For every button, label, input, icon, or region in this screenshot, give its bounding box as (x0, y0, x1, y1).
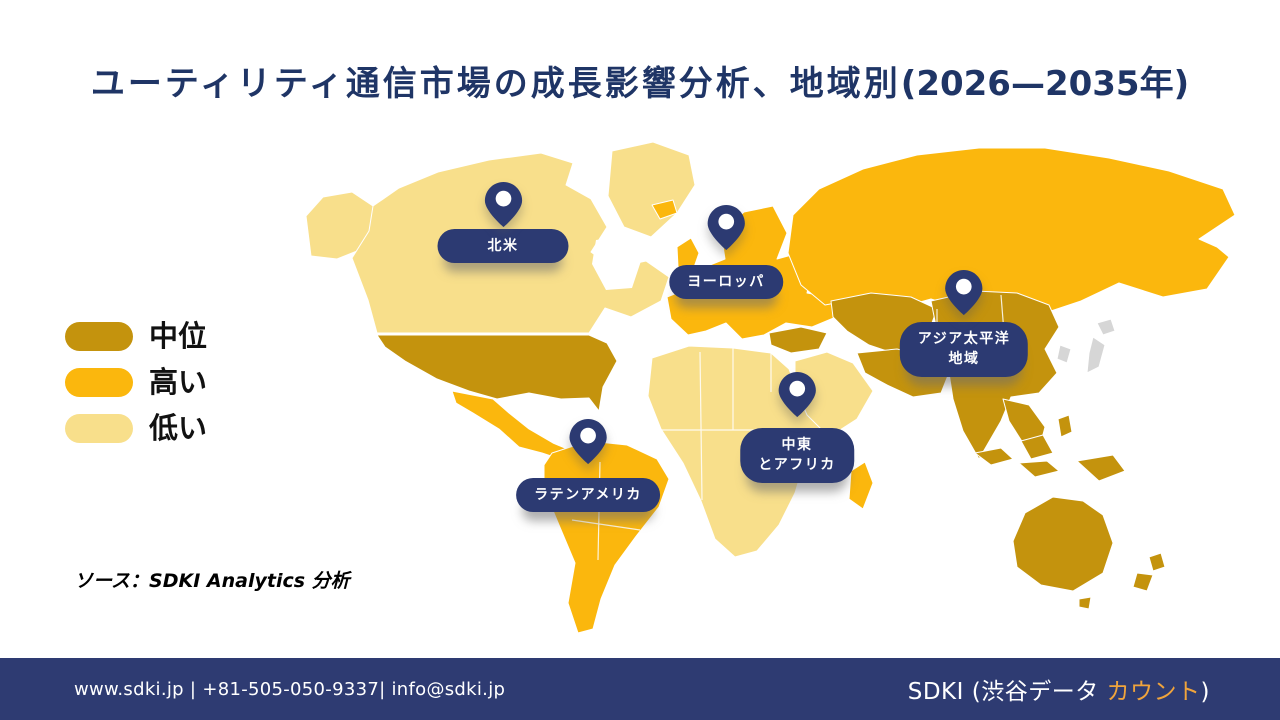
landmass-united-states (376, 334, 618, 412)
legend-swatch-high (65, 368, 133, 397)
landmass-indonesia-java (1018, 460, 1060, 478)
legend-item-high: 高い (65, 368, 207, 397)
region-label-line1: ラテンアメリカ (534, 487, 642, 503)
landmass-tasmania (1078, 596, 1092, 610)
map-pin-group-europe: ヨーロッパ (669, 204, 783, 300)
map-pin-group-north-america: 北米 (437, 181, 569, 264)
landmass-japan (1086, 336, 1106, 374)
map-pin-group-asia-pacific: アジア太平洋 地域 (899, 269, 1029, 377)
source-note: ソース：SDKI Analytics 分析 (74, 570, 350, 592)
region-label-line1: 中東 (781, 437, 813, 453)
legend: 中位 高い 低い (65, 322, 207, 460)
location-pin-icon (484, 181, 522, 228)
footer-brand-suffix: ) (1200, 679, 1210, 705)
footer-brand-highlight: カウント (1106, 679, 1201, 705)
page-title-year-range: (2026—2035年) (900, 64, 1190, 104)
location-pin-icon (945, 269, 983, 316)
country-borders-africa (660, 348, 792, 501)
region-label-line1: ヨーロッパ (687, 274, 765, 290)
landmass-new-zealand-south (1132, 572, 1154, 592)
map-pin-group-latin-america: ラテンアメリカ (516, 418, 660, 513)
legend-item-medium: 中位 (65, 322, 207, 351)
landmass-hokkaido (1096, 318, 1116, 336)
legend-label-low: 低い (149, 411, 208, 445)
hudson-bay (592, 236, 642, 290)
landmass-turkey (768, 326, 828, 354)
region-label-latin-america: ラテンアメリカ (516, 478, 660, 513)
landmass-philippines (1057, 414, 1073, 438)
region-label-middle-east-africa: 中東 とアフリカ (740, 428, 854, 483)
legend-item-low: 低い (65, 414, 207, 443)
landmass-indonesia-borneo (1020, 434, 1054, 460)
legend-swatch-medium (65, 322, 133, 351)
footer-contact-info: www.sdki.jp | +81-505-050-9337| info@sdk… (74, 678, 506, 700)
landmass-new-guinea (1076, 454, 1126, 482)
region-label-north-america: 北米 (437, 229, 569, 264)
footer-brand-prefix: SDKI (渋谷データ (907, 679, 1107, 705)
legend-label-high: 高い (149, 365, 208, 399)
landmass-korea (1056, 344, 1072, 364)
region-label-europe: ヨーロッパ (669, 265, 783, 300)
landmass-indonesia-sumatra (974, 447, 1014, 466)
page-title: ユーティリティ通信市場の成長影響分析、地域別(2026—2035年) (0, 56, 1280, 105)
landmass-madagascar (848, 461, 874, 510)
region-label-asia-pacific: アジア太平洋 地域 (899, 322, 1029, 377)
landmass-australia (1012, 496, 1114, 592)
footer-bar: www.sdki.jp | +81-505-050-9337| info@sdk… (0, 658, 1280, 720)
legend-swatch-low (65, 414, 133, 443)
map-pin-group-middle-east-africa: 中東 とアフリカ (740, 371, 854, 483)
region-label-line1: アジア太平洋 (917, 331, 1011, 347)
location-pin-icon (778, 371, 816, 418)
landmass-new-zealand-north (1148, 552, 1166, 572)
landmass-iceland (651, 199, 678, 220)
landmass-british-isles (676, 237, 700, 274)
region-label-line2: とアフリカ (758, 457, 836, 474)
region-label-line1: 北米 (487, 238, 519, 254)
region-label-line2: 地域 (948, 351, 980, 368)
footer-brand: SDKI (渋谷データ カウント) (908, 672, 1210, 706)
legend-label-medium: 中位 (149, 319, 208, 353)
page-title-main: ユーティリティ通信市場の成長影響分析、地域別 (90, 64, 901, 104)
location-pin-icon (569, 418, 607, 465)
location-pin-icon (707, 204, 745, 251)
